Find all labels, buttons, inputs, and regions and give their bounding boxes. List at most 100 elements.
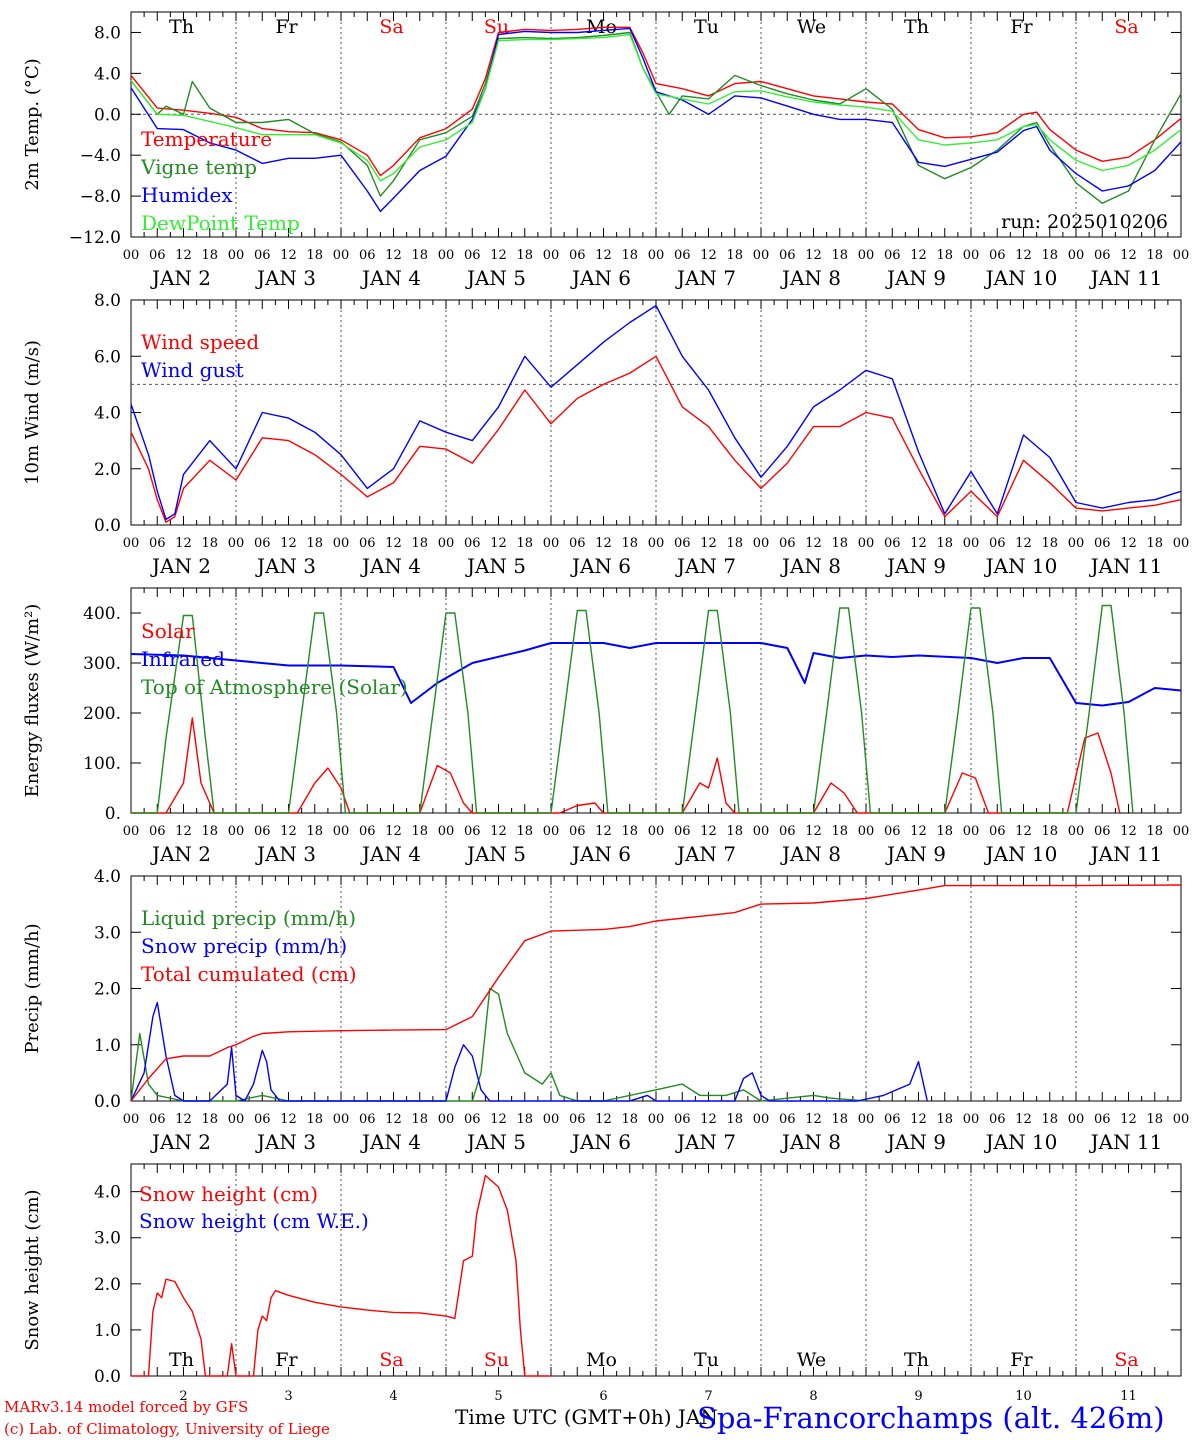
x-date-label: JAN 3 [255,842,316,866]
x-hour-label: 12 [1015,1112,1032,1127]
x-hour-label: 00 [543,824,560,839]
x-day-number: 3 [284,1389,292,1404]
x-hour-label: 00 [858,824,875,839]
x-hour-label: 12 [175,824,192,839]
x-hour-label: 18 [726,824,743,839]
x-hour-label: 18 [1041,536,1058,551]
weekday-label: Fr [1010,16,1033,38]
x-hour-label: 00 [333,1112,350,1127]
weekday-label: Fr [275,1349,298,1371]
x-hour-label: 06 [149,1112,166,1127]
x-hour-label: 06 [359,536,376,551]
x-date-label: JAN 9 [885,554,946,578]
y-axis-label: Precip (mm/h) [22,923,43,1053]
x-hour-label: 18 [516,536,533,551]
x-date-label: JAN 7 [675,842,736,866]
weekday-label: Sa [379,1349,403,1371]
weekday-label: Fr [275,16,298,38]
y-tick-label: 0.0 [94,105,121,125]
x-day-number: 11 [1120,1389,1137,1404]
weekday-label: Th [904,1349,929,1371]
legend-entry: Temperature [141,127,272,151]
weekday-label: Fr [1010,1349,1033,1371]
x-hour-label: 00 [753,248,770,263]
x-hour-label: 12 [280,824,297,839]
x-hour-label: 18 [306,248,323,263]
x-hour-label: 18 [411,536,428,551]
x-hour-label: 06 [1094,248,1111,263]
x-hour-label: 06 [884,824,901,839]
x-date-label: JAN 6 [570,554,631,578]
x-hour-label: 12 [175,1112,192,1127]
x-hour-label: 12 [1120,824,1137,839]
y-axis-label: Snow height (cm) [22,1189,43,1350]
legend-entry: DewPoint Temp [141,211,300,235]
x-day-number: 2 [179,1389,187,1404]
y-tick-label: −12.0 [69,228,121,248]
series-line-1 [130,26,1182,177]
y-tick-label: 4.0 [94,1183,121,1203]
x-hour-label: 12 [385,248,402,263]
y-tick-label: 4.0 [94,867,121,887]
x-hour-label: 06 [254,824,271,839]
x-date-label: JAN 5 [465,842,526,866]
panels: 8.0 4.0 0.0 −4.0 −8.0 −12.0 2m Temp. (°C) 00 06 1… [22,11,1190,1404]
x-hour-label: 06 [254,536,271,551]
x-hour-label: 00 [1173,536,1190,551]
y-tick-label: 8.0 [94,23,121,43]
series-line-2 [130,304,1182,521]
x-hour-label: 06 [569,1112,586,1127]
x-hour-label: 18 [831,536,848,551]
x-hour-label: 06 [254,248,271,263]
x-hour-label: 06 [674,1112,691,1127]
x-hour-label: 18 [621,536,638,551]
y-axis-label: Energy fluxes (W/m²) [22,604,43,798]
x-hour-label: 06 [149,248,166,263]
series-line-3 [130,27,1182,213]
x-hour-label: 06 [254,1112,271,1127]
x-hour-label: 00 [858,248,875,263]
x-hour-label: 00 [963,824,980,839]
x-hour-label: 06 [989,1112,1006,1127]
y-tick-label: 0.0 [94,516,121,536]
x-date-label: JAN 9 [885,842,946,866]
x-date-label: JAN 9 [885,266,946,290]
x-hour-label: 00 [228,536,245,551]
x-day-number: 4 [389,1389,397,1404]
x-hour-label: 18 [306,824,323,839]
y-axis-label: 10m Wind (m/s) [22,340,43,485]
x-hour-label: 00 [333,248,350,263]
x-hour-label: 00 [228,1112,245,1127]
x-day-number: 6 [599,1389,607,1404]
x-hour-label: 12 [385,536,402,551]
y-tick-label: −8.0 [80,187,121,207]
legend-entry: Wind speed [141,330,259,354]
y-tick-label: 0. [105,804,121,824]
x-hour-label: 12 [910,824,927,839]
x-hour-label: 06 [464,824,481,839]
x-hour-label: 12 [805,536,822,551]
y-tick-label: 4.0 [94,404,121,424]
x-hour-label: 12 [175,248,192,263]
x-date-label: JAN 11 [1089,266,1163,290]
x-hour-label: 12 [805,824,822,839]
x-hour-label: 18 [411,248,428,263]
x-hour-label: 06 [779,248,796,263]
x-date-label: JAN 5 [465,554,526,578]
x-date-label: JAN 11 [1089,554,1163,578]
x-hour-label: 12 [1015,536,1032,551]
x-hour-label: 06 [569,248,586,263]
x-hour-label: 00 [963,1112,980,1127]
x-date-label: JAN 8 [780,266,841,290]
legend-entry: Total cumulated (cm) [141,962,357,986]
x-date-label: JAN 8 [780,1130,841,1154]
y-tick-label: 1.0 [94,1321,121,1341]
x-hour-label: 06 [884,1112,901,1127]
weekday-label: Mo [586,1349,617,1371]
y-tick-label: 2.0 [94,460,121,480]
x-date-label: JAN 4 [360,1130,421,1154]
x-hour-label: 18 [516,824,533,839]
x-hour-label: 00 [753,1112,770,1127]
series-line-3 [131,604,1134,814]
